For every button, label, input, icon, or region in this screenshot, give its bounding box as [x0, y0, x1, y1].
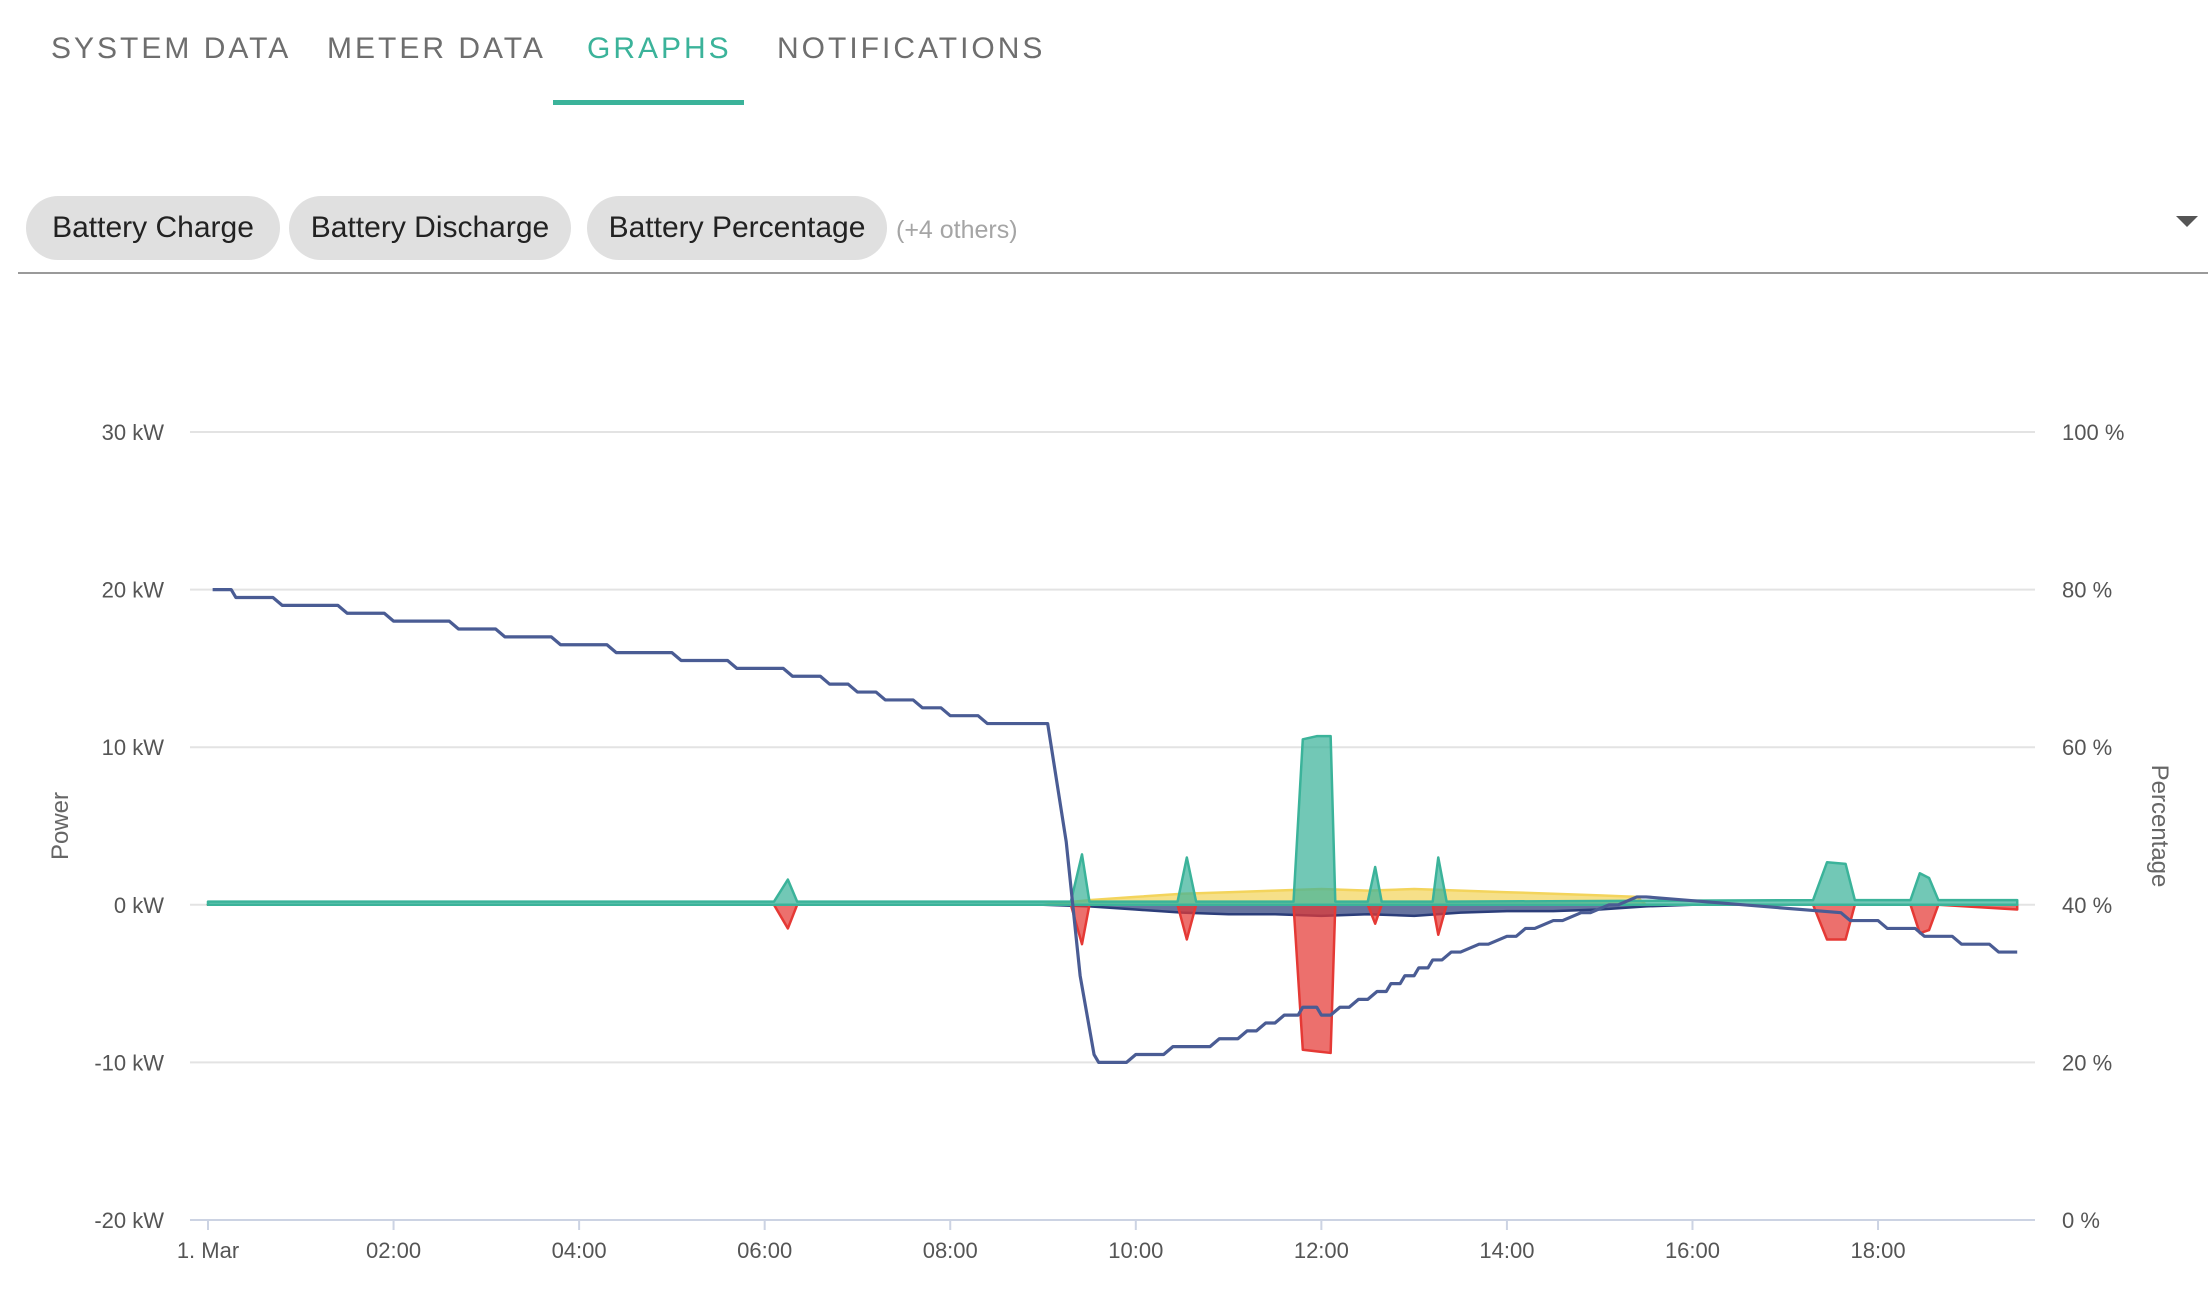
- y-axis-title-left: Power: [47, 792, 74, 860]
- chart-axes: 30 kW 100 % 20 kW 80 % 10 kW 60 % 0 kW 40 % -10 …: [47, 420, 2173, 1263]
- y-tick-label-left: 0 kW: [114, 893, 164, 918]
- x-tick-label: 18:00: [1851, 1238, 1906, 1263]
- caret-down-icon: [2176, 216, 2198, 227]
- y-tick-label-right: 80 %: [2062, 578, 2112, 603]
- y-tick-label-left: 20 kW: [102, 578, 165, 603]
- y-tick-label-right: 100 %: [2062, 420, 2124, 445]
- tab-graphs[interactable]: GRAPHS: [587, 32, 732, 65]
- y-tick-label-right: 0 %: [2062, 1208, 2100, 1233]
- chip-battery-charge[interactable]: Battery Charge: [26, 196, 280, 260]
- tab-system-data[interactable]: SYSTEM DATA: [51, 32, 292, 65]
- chip-battery-percentage[interactable]: Battery Percentage: [587, 196, 887, 260]
- tab-bar: SYSTEM DATA METER DATA GRAPHS NOTIFICATI…: [0, 0, 1200, 108]
- y-tick-label-left: 30 kW: [102, 420, 165, 445]
- x-tick-label: 1. Mar: [177, 1238, 239, 1263]
- y-tick-label-right: 60 %: [2062, 735, 2112, 760]
- x-tick-label: 06:00: [737, 1238, 792, 1263]
- active-tab-indicator: [553, 100, 744, 105]
- chart-grid: [190, 431, 2035, 1221]
- x-tick-label: 02:00: [366, 1238, 421, 1263]
- chip-battery-discharge[interactable]: Battery Discharge: [289, 196, 571, 260]
- x-tick-label: 16:00: [1665, 1238, 1720, 1263]
- series-battery-percentage: [212, 588, 2018, 1064]
- series-grid: [206, 903, 2019, 918]
- y-tick-label-right: 40 %: [2062, 893, 2112, 918]
- chart-series: [206, 588, 2019, 1064]
- x-tick-label: 08:00: [923, 1238, 978, 1263]
- more-series-count: (+4 others): [896, 216, 1018, 244]
- y-tick-label-left: -10 kW: [94, 1050, 164, 1075]
- y-tick-label-left: -20 kW: [94, 1208, 164, 1233]
- x-tick-label: 10:00: [1108, 1238, 1163, 1263]
- x-tick-label: 14:00: [1479, 1238, 1534, 1263]
- y-axis-title-right: Percentage: [2146, 765, 2173, 888]
- series-battery-charge: [206, 734, 2019, 907]
- dropdown-toggle[interactable]: [2164, 196, 2208, 256]
- x-tick-label: 04:00: [552, 1238, 607, 1263]
- series-filter-select[interactable]: Battery Charge Battery Discharge Battery…: [18, 196, 2208, 274]
- series-battery-discharge: [206, 903, 2019, 1055]
- y-tick-label-left: 10 kW: [102, 735, 165, 760]
- x-tick-label: 12:00: [1294, 1238, 1349, 1263]
- tab-notifications[interactable]: NOTIFICATIONS: [777, 32, 1046, 65]
- power-chart: 30 kW 100 % 20 kW 80 % 10 kW 60 % 0 kW 40 % -10 …: [47, 420, 2173, 1263]
- tab-meter-data[interactable]: METER DATA: [327, 32, 546, 65]
- y-tick-label-right: 20 %: [2062, 1050, 2112, 1075]
